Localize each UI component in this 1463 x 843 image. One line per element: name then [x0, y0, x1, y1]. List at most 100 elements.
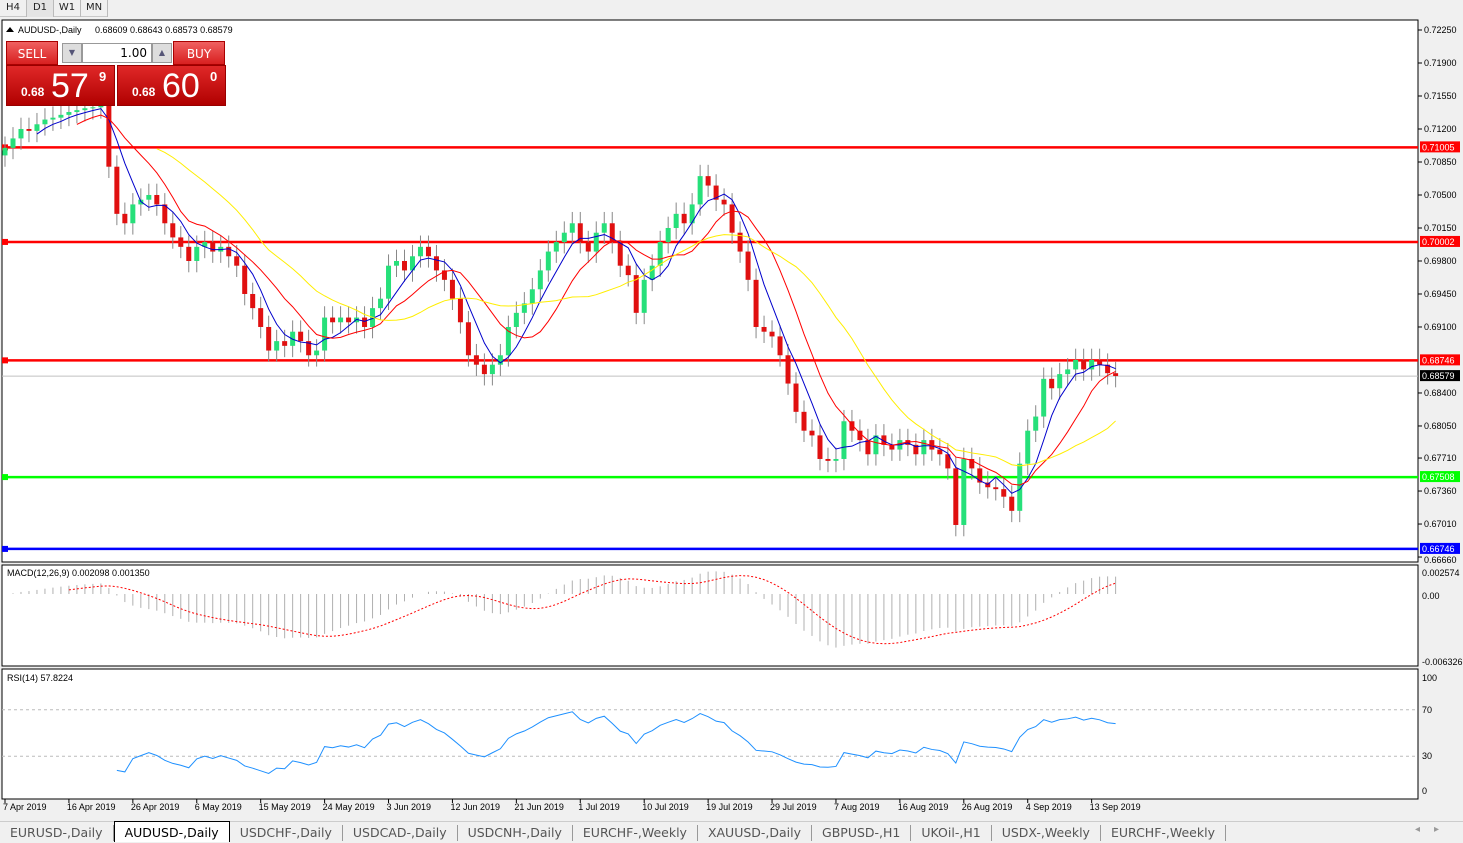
rsi-tick-label: 70 — [1422, 705, 1432, 715]
rsi-tick-label: 30 — [1422, 751, 1432, 761]
candle-body — [154, 194, 160, 205]
chart-tab[interactable]: EURCHF-,Weekly — [573, 825, 698, 841]
y-tick-label: 0.72250 — [1424, 25, 1457, 35]
x-tick-label: 6 May 2019 — [195, 802, 242, 812]
candle-body — [857, 430, 863, 441]
candle-body — [26, 128, 32, 131]
chart-tab[interactable]: UKOil-,H1 — [911, 825, 992, 841]
level-price-tag — [1420, 141, 1460, 153]
candle-body — [721, 199, 727, 205]
candle-body — [505, 326, 511, 356]
candle-body — [394, 260, 400, 266]
candle-body — [649, 265, 655, 280]
y-tick-label: 0.69800 — [1424, 256, 1457, 266]
candle-body — [226, 246, 232, 257]
candle-body — [234, 256, 240, 266]
candle-body — [266, 326, 272, 351]
candle-body — [561, 232, 567, 243]
chart-tab[interactable]: XAUUSD-,Daily — [698, 825, 813, 841]
candle-body — [1009, 496, 1015, 511]
timeframe-w1[interactable]: W1 — [54, 0, 81, 17]
candle-body — [705, 176, 711, 186]
candle-body — [210, 242, 216, 252]
buy-price-prefix: 0.68 — [132, 85, 156, 99]
candle-body — [761, 326, 767, 332]
candle-body — [178, 237, 184, 247]
lot-size-input[interactable]: 1.00 — [82, 43, 152, 63]
timeframe-d1[interactable]: D1 — [27, 0, 54, 17]
candle-body — [537, 270, 543, 290]
chart-tab[interactable]: USDCHF-,Daily — [230, 825, 343, 841]
y-tick-label: 0.70500 — [1424, 190, 1457, 200]
candle-body — [409, 256, 415, 271]
lot-increase-button[interactable]: ▲ — [152, 43, 172, 63]
buy-button[interactable]: BUY — [173, 41, 225, 65]
candle-body — [497, 355, 503, 365]
candle-body — [921, 440, 927, 455]
chart-tab[interactable]: USDX-,Weekly — [992, 825, 1101, 841]
macd-label: MACD(12,26,9) 0.002098 0.001350 — [7, 568, 150, 578]
lot-decrease-button[interactable]: ▼ — [62, 43, 82, 63]
candle-body — [633, 275, 639, 313]
candle-body — [945, 454, 951, 469]
chart-tab[interactable]: USDCAD-,Daily — [343, 825, 458, 841]
level-price-label: 0.67508 — [1422, 472, 1455, 482]
macd-tick-label: 0.00 — [1422, 591, 1440, 601]
level-price-tag — [1420, 354, 1460, 366]
level-handle — [2, 474, 8, 481]
x-tick-label: 29 Jul 2019 — [770, 802, 817, 812]
x-tick-label: 10 Jul 2019 — [642, 802, 689, 812]
level-handle — [2, 238, 8, 245]
candle-body — [481, 364, 487, 375]
y-tick-label: 0.68400 — [1424, 388, 1457, 398]
timeframe-toolbar: H4 D1 W1 MN — [0, 0, 108, 17]
x-tick-label: 15 May 2019 — [259, 802, 311, 812]
chart-tab[interactable]: GBPUSD-,H1 — [812, 825, 912, 841]
candle-body — [386, 265, 392, 299]
candle-body — [98, 105, 104, 108]
macd-tick-label: -0.006326 — [1422, 657, 1463, 667]
y-tick-label: 0.70150 — [1424, 223, 1457, 233]
candle-body — [777, 336, 783, 356]
candle-body — [961, 458, 967, 525]
candle-body — [1065, 369, 1071, 375]
y-tick-label: 0.67710 — [1424, 453, 1457, 463]
sell-price-prefix: 0.68 — [21, 85, 45, 99]
candle-body — [1089, 359, 1095, 370]
rsi-tick-label: 100 — [1422, 673, 1437, 683]
candle-body — [625, 265, 631, 276]
candle-body — [433, 256, 439, 271]
timeframe-h4[interactable]: H4 — [0, 0, 27, 17]
candle-body — [10, 138, 16, 148]
timeframe-mn[interactable]: MN — [81, 0, 108, 17]
candle-body — [2, 147, 8, 156]
candle-body — [441, 270, 447, 280]
tab-scroll-arrows[interactable]: ◂▸ — [1414, 824, 1453, 835]
candle-body — [713, 185, 719, 200]
candle-body — [873, 435, 879, 455]
candle-body — [673, 213, 679, 228]
candle-body — [993, 487, 999, 490]
candle-body — [250, 293, 256, 309]
buy-price[interactable]: 0.68 60 0 — [117, 65, 226, 106]
chart-tab[interactable]: USDCNH-,Daily — [458, 825, 573, 841]
chart-canvas[interactable]: 0.72250 0.71900 0.71550 0.71200 0.70850 0.705… — [0, 18, 1463, 818]
chart-tab[interactable]: EURUSD-,Daily — [0, 825, 114, 841]
candle-body — [529, 289, 535, 304]
x-tick-label: 4 Sep 2019 — [1026, 802, 1072, 812]
x-tick-label: 19 Jul 2019 — [706, 802, 753, 812]
candle-body — [1057, 374, 1063, 389]
sell-button[interactable]: SELL — [6, 41, 58, 65]
buy-price-pip: 0 — [210, 69, 218, 84]
chart-tab[interactable]: AUDUSD-,Daily — [113, 821, 230, 842]
candle-body — [697, 176, 703, 205]
candle-body — [1049, 378, 1055, 389]
chart-tab[interactable]: EURCHF-,Weekly — [1101, 825, 1226, 841]
candle-body — [58, 114, 64, 118]
sell-price[interactable]: 0.68 57 9 — [6, 65, 115, 106]
candle-body — [817, 435, 823, 459]
macd-pane — [1, 564, 1419, 667]
candle-body — [306, 341, 312, 356]
x-tick-label: 16 Apr 2019 — [67, 802, 116, 812]
candle-body — [194, 246, 200, 261]
